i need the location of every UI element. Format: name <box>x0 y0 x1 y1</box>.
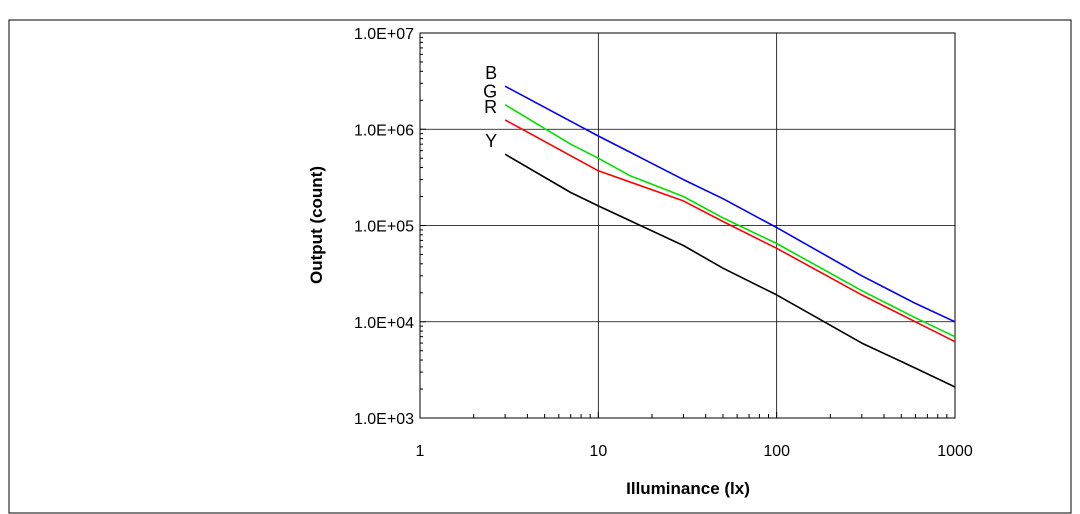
series-label-r: R <box>484 97 497 117</box>
x-tick-label: 100 <box>763 443 790 460</box>
series-line-y <box>504 153 956 388</box>
y-tick-label: 1.0E+04 <box>354 315 414 332</box>
x-tick-label: 1000 <box>937 443 973 460</box>
series-label-b: B <box>485 63 497 83</box>
axes <box>419 32 956 419</box>
x-tick-label: 10 <box>589 443 607 460</box>
y-tick-label: 1.0E+06 <box>354 122 414 139</box>
y-axis-title: Output (count) <box>307 166 326 284</box>
series-line-r <box>504 119 956 343</box>
x-tick-label: 1 <box>416 443 425 460</box>
series-layer <box>504 85 956 388</box>
series-line-g <box>504 104 956 338</box>
series-label-g: G <box>483 82 497 102</box>
y-tick-label: 1.0E+07 <box>354 26 414 43</box>
y-tick-label: 1.0E+03 <box>354 411 414 428</box>
series-line-b <box>504 85 956 323</box>
labels-layer: 1.0E+03 1.0E+04 1.0E+05 1.0E+06 1.0E+07 1 10 10… <box>354 26 973 460</box>
grid <box>420 33 955 418</box>
x-axis-title: Illuminance (lx) <box>626 479 750 498</box>
y-tick-label: 1.0E+05 <box>354 219 414 236</box>
series-label-y: Y <box>485 131 497 151</box>
